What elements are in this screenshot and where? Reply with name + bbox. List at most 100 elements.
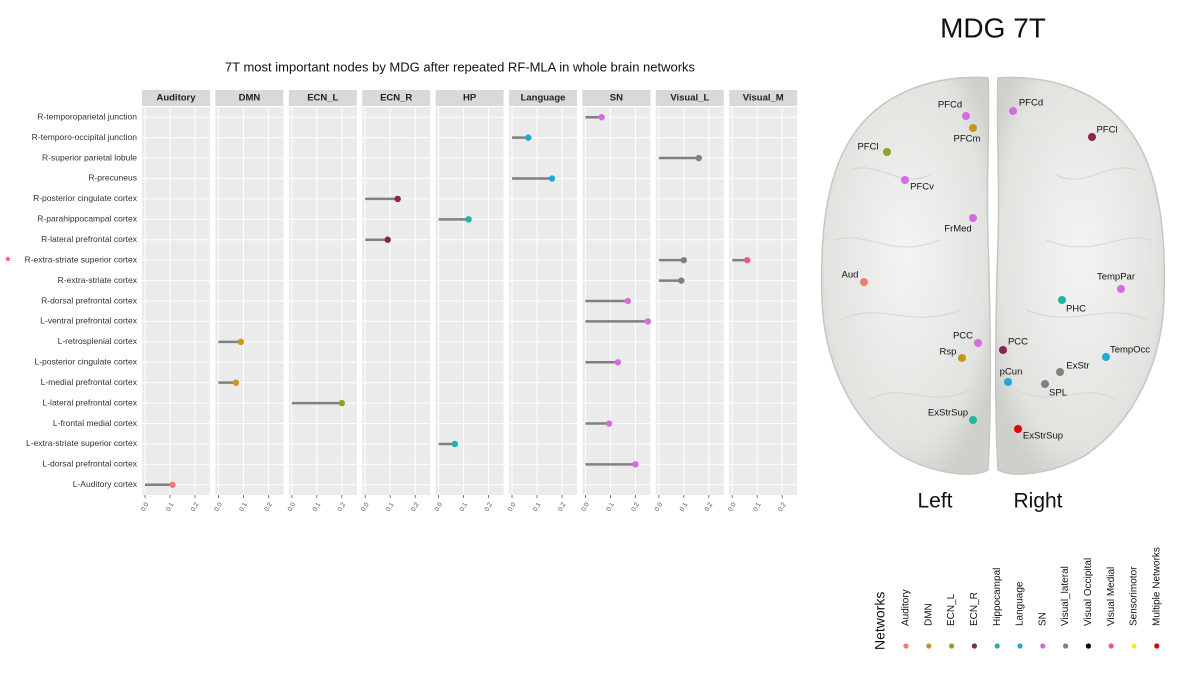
- brain-node-label: PFCv: [910, 182, 934, 193]
- facet-strip: [142, 90, 210, 106]
- x-tick-label: 0.1: [312, 501, 323, 513]
- y-tick-label: R-temporoparietal junction: [37, 111, 137, 121]
- legend-label: Multiple Networks: [1151, 547, 1162, 626]
- brain-node: [1041, 380, 1049, 388]
- x-tick-label: 0.0: [433, 501, 444, 513]
- brain-node: [1014, 425, 1022, 433]
- point: [338, 399, 345, 407]
- point: [632, 461, 639, 468]
- x-tick-label: 0.2: [263, 501, 274, 513]
- facet-strip: [362, 90, 431, 106]
- legend-swatch: [1131, 643, 1137, 649]
- legend-swatch: [1063, 643, 1069, 649]
- point: [744, 256, 751, 264]
- x-tick-label: 0.1: [165, 501, 176, 513]
- x-tick-label: 0.0: [287, 501, 298, 513]
- facet-label: DMN: [239, 93, 261, 104]
- point: [614, 359, 622, 366]
- legend-label: DMN: [923, 603, 934, 626]
- legend-swatch: [1085, 643, 1091, 649]
- brain-node: [1058, 296, 1066, 304]
- facet-strip: [729, 90, 798, 106]
- left-hemisphere: [820, 76, 992, 475]
- facet-label: ECN_L: [307, 93, 338, 104]
- x-tick-label: 0.2: [190, 501, 201, 513]
- brain-node: [969, 124, 977, 132]
- facet-strip: [582, 90, 651, 106]
- y-tick-label: R-parahippocampal cortex: [37, 214, 137, 224]
- brain-node-label: FrMed: [944, 224, 971, 235]
- facet-label: HP: [463, 93, 477, 104]
- y-tick-label: L-frontal medial cortex: [53, 418, 138, 428]
- right-hemisphere: [994, 76, 1166, 475]
- brain-node: [1004, 378, 1012, 386]
- brain-node-label: PFCm: [954, 134, 981, 145]
- point: [678, 277, 685, 284]
- brain-node: [999, 346, 1007, 354]
- brain-node-label: TempOcc: [1110, 345, 1150, 356]
- legend-swatch: [903, 643, 909, 649]
- legend-label: ECN_L: [946, 593, 957, 626]
- legend-label: ECN_R: [969, 592, 980, 626]
- legend-swatch: [971, 643, 978, 649]
- point: [598, 114, 605, 121]
- brain-node: [860, 278, 868, 286]
- legend-title: Networks: [872, 592, 888, 650]
- y-tick-label: R-precuneus: [88, 173, 137, 183]
- y-tick-label: L-retrosplenial cortex: [58, 336, 138, 346]
- y-tick-label: R-dorsal prefrontal cortex: [41, 295, 138, 305]
- facet-strip: [509, 90, 577, 106]
- point: [237, 338, 245, 346]
- brain-node-label: Rsp: [940, 347, 957, 358]
- facet-label: Visual_L: [670, 93, 709, 104]
- brain-node: [1009, 107, 1017, 115]
- facet-label: Visual_M: [743, 93, 784, 104]
- legend-swatch: [949, 643, 955, 649]
- y-tick-label: L-extra-striate superior cortex: [26, 438, 138, 448]
- brain-node: [1117, 285, 1125, 293]
- x-tick-label: 0.0: [580, 501, 591, 513]
- legend-swatch: [994, 643, 1000, 649]
- x-tick-label: 0.0: [507, 501, 518, 513]
- brain-node-label: PFCl: [857, 142, 878, 153]
- legend-swatch: [1108, 643, 1114, 649]
- x-tick-label: 0.1: [458, 501, 469, 513]
- legend-label: Visual Occipital: [1083, 558, 1094, 626]
- y-tick-label: R-posterior cingulate cortex: [33, 193, 138, 203]
- facet-strip: [655, 90, 724, 106]
- x-tick-label: 0.1: [752, 501, 763, 513]
- x-tick-label: 0.1: [532, 501, 543, 513]
- facet-strip: [215, 90, 284, 106]
- y-tick-label: R-extra-striate superior cortex: [25, 254, 138, 264]
- y-tick-label: R-superior parietal lobule: [42, 152, 137, 162]
- brain-node-label: PFCd: [1019, 98, 1043, 109]
- x-tick-label: 0.0: [140, 501, 151, 513]
- y-tick-label: L-ventral prefrontal cortex: [40, 316, 138, 326]
- legend-label: Sensorimotor: [1129, 566, 1140, 626]
- x-tick-label: 0.1: [605, 501, 616, 513]
- brain-node-label: ExStrSup: [1023, 431, 1063, 442]
- brain-node: [1056, 368, 1064, 376]
- x-tick-label: 0.1: [238, 501, 249, 513]
- y-tick-label: L-lateral prefrontal cortex: [43, 397, 138, 407]
- brain-node-label: pCun: [1000, 367, 1023, 378]
- brain-node-label: PFCl: [1096, 125, 1117, 136]
- facet-label: ECN_R: [380, 93, 412, 104]
- point: [605, 420, 613, 427]
- brain-node: [969, 416, 977, 424]
- y-tick-label: R-extra-striate cortex: [58, 275, 138, 285]
- x-tick-label: 0.2: [410, 501, 421, 513]
- point: [644, 318, 652, 325]
- legend-label: Visual_lateral: [1060, 566, 1071, 626]
- x-tick-label: 0.0: [727, 501, 738, 513]
- brain-node: [883, 148, 891, 156]
- brain-node-label: ExStrSup: [928, 408, 968, 419]
- point: [451, 440, 459, 448]
- brain-node-label: PCC: [1008, 337, 1028, 348]
- annotation: *: [5, 253, 11, 269]
- brain-node: [962, 112, 970, 120]
- y-tick-label: L-Auditory cortex: [73, 479, 138, 489]
- x-tick-label: 0.2: [483, 501, 494, 513]
- x-tick-label: 0.2: [337, 501, 348, 513]
